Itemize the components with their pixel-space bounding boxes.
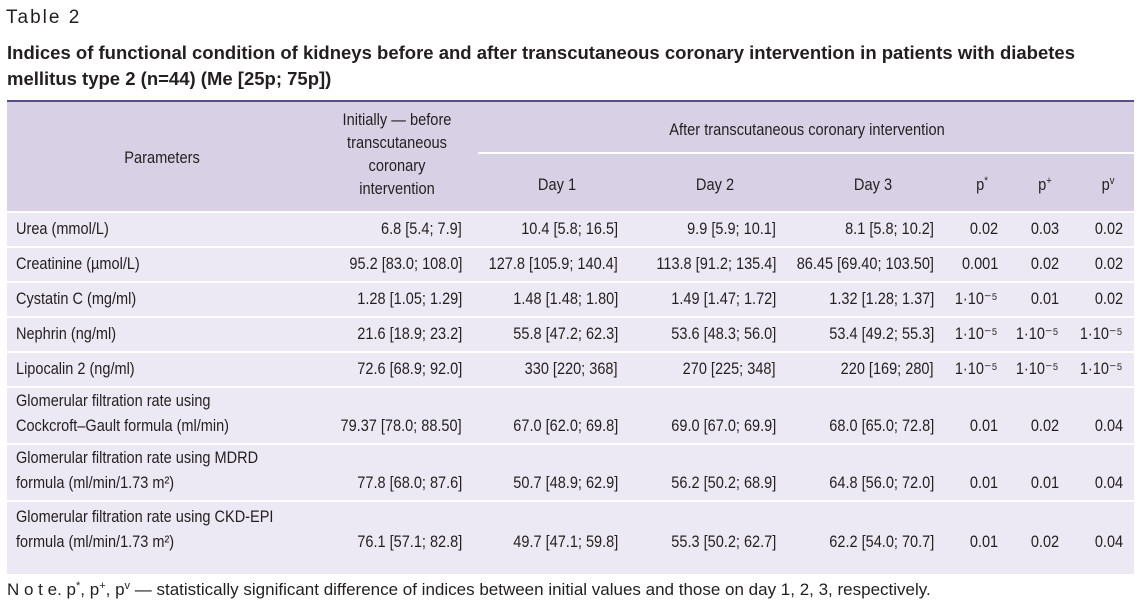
- cell-day1: 1.48 [1.48; 1.80]: [513, 290, 618, 308]
- header-day-1: Day 1: [537, 175, 577, 194]
- cell-day3: 62.2 [54.0; 70.7]: [829, 533, 934, 551]
- cell-p2: 0.02: [1030, 533, 1059, 551]
- header-p-v: pv: [1101, 175, 1115, 194]
- cell-p2: 0.01: [1030, 474, 1059, 492]
- cell-p2: 0.02: [1030, 417, 1059, 435]
- header-subdivider: [478, 152, 1134, 154]
- cell-p1: 0.01: [969, 533, 998, 551]
- cell-p3: 0.04: [1094, 533, 1123, 551]
- table-row: [7, 246, 1134, 281]
- table-caption: Indices of functional condition of kidne…: [7, 42, 1076, 89]
- cell-p1: 1·10⁻⁵: [955, 325, 998, 343]
- cell-p1: 0.01: [969, 474, 998, 492]
- cell-initial: 1.28 [1.05; 1.29]: [357, 290, 462, 308]
- cell-initial: 6.8 [5.4; 7.9]: [381, 220, 462, 238]
- cell-day2: 113.8 [91.2; 135.4]: [655, 255, 776, 273]
- cell-p2: 1·10⁻⁵: [1016, 360, 1059, 378]
- cell-day3: 220 [169; 280]: [841, 360, 934, 378]
- cell-day1: 50.7 [48.9; 62.9]: [513, 474, 618, 492]
- cell-parameter: Glomerular filtration rate using MDRD: [16, 449, 259, 467]
- cell-day1: 330 [220; 368]: [525, 360, 618, 378]
- cell-day1: 55.8 [47.2; 62.3]: [513, 325, 618, 343]
- cell-p3: 0.04: [1094, 417, 1123, 435]
- cell-parameter: Glomerular filtration rate using: [16, 392, 211, 410]
- table-label: Table 2: [6, 7, 82, 28]
- cell-initial: 21.6 [18.9; 23.2]: [357, 325, 462, 343]
- row-divider: [7, 211, 1134, 213]
- cell-parameter: Glomerular filtration rate using CKD-EPI: [16, 508, 274, 526]
- table-row: [7, 316, 1134, 351]
- cell-parameter: Cystatin C (mg/ml): [16, 290, 137, 308]
- table-row: [7, 281, 1134, 316]
- cell-parameter: Creatinine (µmol/L): [16, 255, 140, 273]
- cell-p3: 1·10⁻⁵: [1080, 325, 1123, 343]
- table-note: N o t e. p*, p+, pv — statistically sign…: [7, 580, 931, 599]
- header-parameters: Parameters: [124, 148, 200, 167]
- row-divider: [7, 316, 1134, 318]
- cell-p3: 0.02: [1094, 290, 1123, 308]
- table-header: [7, 102, 1134, 211]
- cell-day3: 53.4 [49.2; 55.3]: [829, 325, 934, 343]
- table-row: [7, 500, 1134, 574]
- header-day-2: Day 2: [695, 175, 735, 194]
- row-divider: [7, 443, 1134, 445]
- cell-p1: 0.01: [969, 417, 998, 435]
- cell-initial: 72.6 [68.9; 92.0]: [357, 360, 462, 378]
- cell-p3: 0.04: [1094, 474, 1123, 492]
- cell-day3: 64.8 [56.0; 72.0]: [829, 474, 934, 492]
- cell-p3: 0.02: [1094, 255, 1123, 273]
- cell-p2: 0.03: [1030, 220, 1059, 238]
- cell-day1: 67.0 [62.0; 69.8]: [513, 417, 618, 435]
- cell-parameter: Cockcroft–Gault formula (ml/min): [16, 417, 230, 435]
- header-after-intervention: After transcutaneous coronary interventi…: [669, 120, 945, 139]
- cell-day2: 56.2 [50.2; 68.9]: [671, 474, 776, 492]
- table-row: [7, 443, 1134, 500]
- cell-day2: 53.6 [48.3; 56.0]: [671, 325, 776, 343]
- cell-day3: 1.32 [1.28; 1.37]: [829, 290, 934, 308]
- cell-day2: 9.9 [5.9; 10.1]: [687, 220, 776, 238]
- table-row: [7, 351, 1134, 386]
- cell-day2: 270 [225; 348]: [683, 360, 776, 378]
- cell-parameter: formula (ml/min/1.73 m²): [16, 474, 175, 492]
- data-table: Parameters Initially — before transcutan…: [7, 100, 1134, 574]
- cell-day2: 1.49 [1.47; 1.72]: [671, 290, 776, 308]
- cell-day1: 127.8 [105.9; 140.4]: [488, 255, 618, 273]
- cell-parameter: Urea (mmol/L): [16, 220, 109, 238]
- cell-p1: 1·10⁻⁵: [955, 360, 998, 378]
- cell-day2: 69.0 [67.0; 69.9]: [671, 417, 776, 435]
- row-divider: [7, 386, 1134, 388]
- row-divider: [7, 281, 1134, 283]
- cell-p3: 1·10⁻⁵: [1080, 360, 1123, 378]
- cell-p2: 1·10⁻⁵: [1016, 325, 1059, 343]
- cell-p2: 0.02: [1030, 255, 1059, 273]
- cell-initial: 79.37 [78.0; 88.50]: [340, 417, 462, 435]
- cell-initial: 76.1 [57.1; 82.8]: [357, 533, 462, 551]
- cell-day3: 68.0 [65.0; 72.8]: [829, 417, 934, 435]
- cell-p1: 1·10⁻⁵: [955, 290, 998, 308]
- row-divider: [7, 246, 1134, 248]
- cell-parameter: Lipocalin 2 (ng/ml): [16, 360, 135, 378]
- cell-p1: 0.02: [969, 220, 998, 238]
- header-p-star: p*: [976, 175, 988, 194]
- cell-p3: 0.02: [1094, 220, 1123, 238]
- cell-day2: 55.3 [50.2; 62.7]: [671, 533, 776, 551]
- cell-p1: 0.001: [961, 255, 998, 273]
- cell-p2: 0.01: [1030, 290, 1059, 308]
- cell-day1: 10.4 [5.8; 16.5]: [521, 220, 618, 238]
- cell-day3: 86.45 [69.40; 103.50]: [796, 255, 934, 273]
- header-p-plus: p+: [1038, 175, 1052, 194]
- cell-day3: 8.1 [5.8; 10.2]: [845, 220, 934, 238]
- header-day-3: Day 3: [853, 175, 893, 194]
- cell-day1: 49.7 [47.1; 59.8]: [513, 533, 618, 551]
- cell-initial: 77.8 [68.0; 87.6]: [357, 474, 462, 492]
- row-divider: [7, 500, 1134, 502]
- cell-parameter: Nephrin (ng/ml): [16, 325, 117, 343]
- table-row: [7, 386, 1134, 443]
- cell-parameter: formula (ml/min/1.73 m²): [16, 533, 175, 551]
- row-divider: [7, 351, 1134, 353]
- cell-initial: 95.2 [83.0; 108.0]: [348, 255, 462, 273]
- header-initially: Initially — before transcutaneous corona…: [342, 110, 452, 198]
- table-row: [7, 211, 1134, 246]
